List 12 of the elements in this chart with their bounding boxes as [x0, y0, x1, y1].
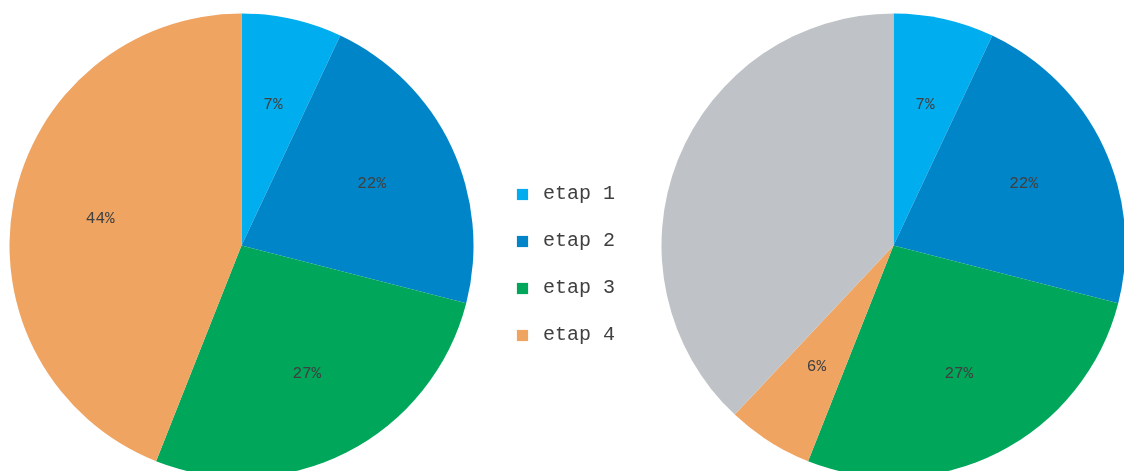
legend-label: etap 2	[543, 229, 616, 252]
data-label: 7%	[263, 96, 283, 115]
legend-label: etap 4	[543, 323, 616, 346]
data-label: 7%	[915, 96, 935, 115]
data-label: 27%	[944, 364, 974, 383]
data-label: 27%	[292, 364, 322, 383]
legend-label: etap 3	[543, 276, 616, 299]
data-label: 22%	[357, 175, 387, 194]
data-label: 6%	[806, 357, 827, 376]
data-label: 44%	[85, 209, 116, 228]
data-label: 22%	[1009, 175, 1039, 194]
legend-label: etap 1	[543, 182, 616, 205]
